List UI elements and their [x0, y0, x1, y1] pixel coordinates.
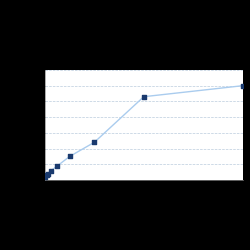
Point: [240, 84, 244, 88]
X-axis label: Dog Caspase 3 (CASP3)
Concentration (ng/ml): Dog Caspase 3 (CASP3) Concentration (ng/…: [107, 192, 181, 203]
Point: [142, 95, 146, 99]
Point: [55, 164, 59, 168]
Point: [92, 140, 96, 144]
Point: [44, 173, 48, 177]
Point: [46, 172, 50, 176]
Y-axis label: OD: OD: [23, 120, 28, 130]
Point: [49, 168, 53, 172]
Point: [68, 154, 72, 158]
Point: [43, 175, 47, 179]
